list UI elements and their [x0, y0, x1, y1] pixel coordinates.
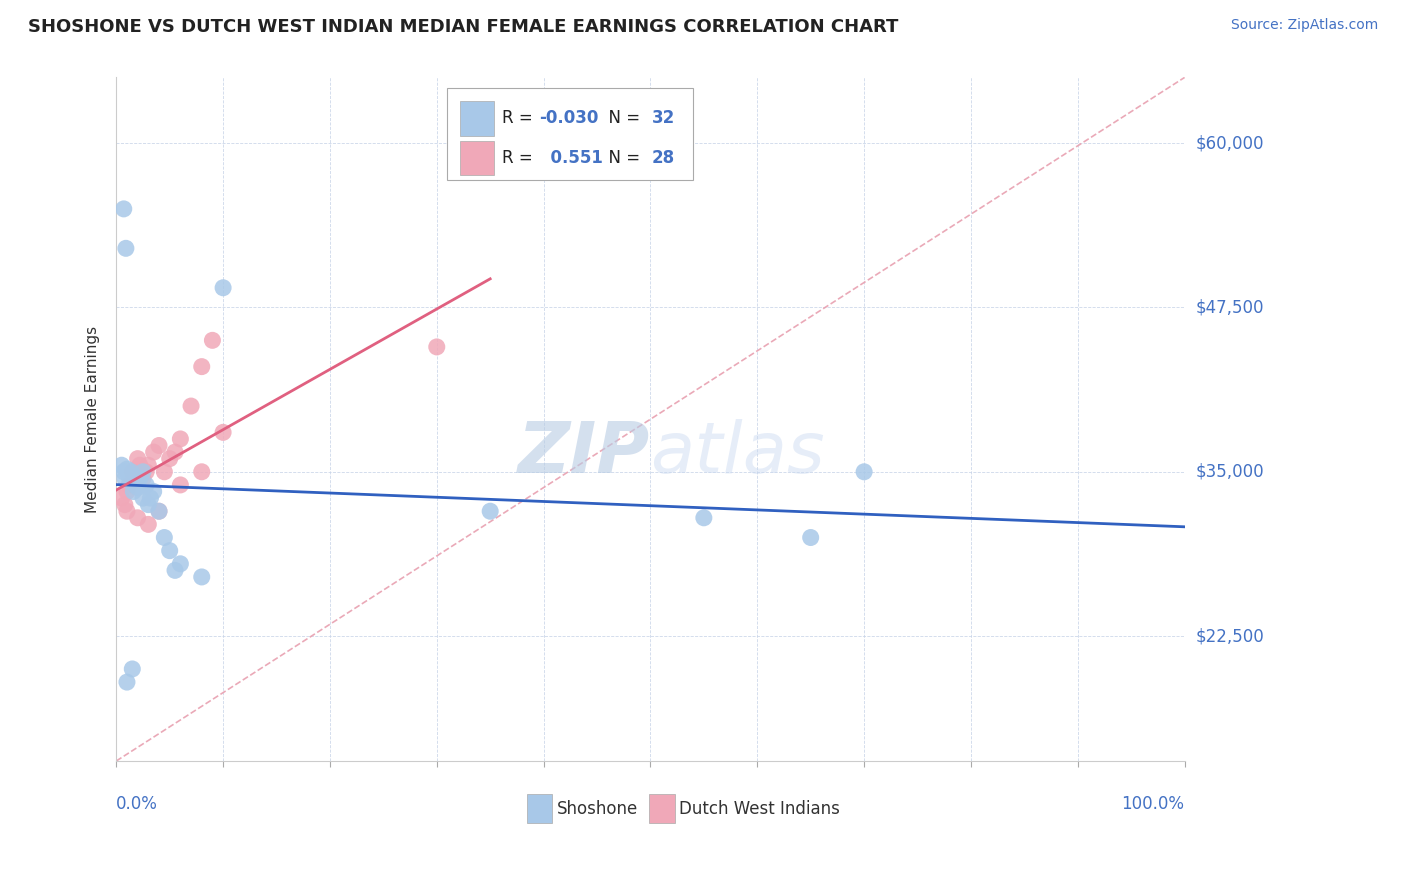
Point: [135, 465, 157, 479]
Text: $60,000: $60,000: [1195, 134, 1264, 153]
Point: [127, 475, 149, 490]
Point: [148, 504, 170, 518]
Point: [110, 458, 132, 473]
Point: [169, 557, 191, 571]
Text: Shoshone: Shoshone: [557, 800, 638, 818]
Point: [148, 438, 170, 452]
Point: [114, 471, 136, 485]
Point: [112, 202, 135, 216]
Point: [112, 465, 135, 479]
Point: [127, 451, 149, 466]
Point: [136, 498, 159, 512]
FancyBboxPatch shape: [650, 795, 675, 823]
Point: [120, 465, 142, 479]
Point: [169, 478, 191, 492]
Point: [127, 510, 149, 524]
Point: [201, 334, 224, 348]
Point: [169, 432, 191, 446]
Point: [190, 570, 212, 584]
Point: [479, 504, 502, 518]
Text: Dutch West Indians: Dutch West Indians: [679, 800, 841, 818]
Point: [132, 471, 155, 485]
Point: [139, 491, 162, 505]
FancyBboxPatch shape: [460, 102, 495, 136]
Point: [132, 465, 155, 479]
Point: [153, 531, 176, 545]
Y-axis label: Median Female Earnings: Median Female Earnings: [86, 326, 100, 513]
Point: [121, 465, 143, 479]
Point: [180, 399, 202, 413]
Text: $22,500: $22,500: [1195, 627, 1264, 645]
Point: [212, 425, 235, 440]
Point: [190, 359, 212, 374]
Point: [159, 451, 181, 466]
Text: atlas: atlas: [651, 419, 825, 488]
Text: -0.030: -0.030: [540, 110, 599, 128]
Point: [693, 510, 716, 524]
Point: [115, 462, 138, 476]
Point: [115, 504, 138, 518]
Text: 28: 28: [651, 149, 675, 167]
FancyBboxPatch shape: [447, 87, 693, 180]
Point: [128, 458, 150, 473]
Text: R =: R =: [502, 149, 538, 167]
Text: ZIP: ZIP: [519, 419, 651, 488]
Point: [115, 484, 138, 499]
Point: [142, 445, 165, 459]
Point: [853, 465, 876, 479]
Point: [163, 445, 186, 459]
Text: 100.0%: 100.0%: [1122, 795, 1185, 814]
Point: [132, 491, 155, 505]
Point: [136, 458, 159, 473]
Point: [124, 471, 146, 485]
Point: [163, 563, 186, 577]
Point: [114, 498, 136, 512]
Text: N =: N =: [598, 110, 645, 128]
Point: [190, 465, 212, 479]
Text: 0.0%: 0.0%: [117, 795, 157, 814]
Point: [127, 481, 149, 495]
Point: [121, 662, 143, 676]
Point: [120, 474, 142, 488]
Point: [212, 281, 235, 295]
Point: [128, 471, 150, 485]
Point: [148, 504, 170, 518]
Point: [122, 484, 145, 499]
Text: Source: ZipAtlas.com: Source: ZipAtlas.com: [1230, 18, 1378, 32]
Point: [115, 241, 138, 255]
Point: [135, 478, 157, 492]
Point: [136, 517, 159, 532]
Point: [110, 491, 132, 505]
Text: $35,000: $35,000: [1195, 463, 1264, 481]
Point: [142, 484, 165, 499]
Point: [118, 467, 141, 482]
Text: N =: N =: [598, 149, 645, 167]
Text: $47,500: $47,500: [1195, 299, 1264, 317]
Text: R =: R =: [502, 110, 538, 128]
Point: [153, 465, 176, 479]
Text: SHOSHONE VS DUTCH WEST INDIAN MEDIAN FEMALE EARNINGS CORRELATION CHART: SHOSHONE VS DUTCH WEST INDIAN MEDIAN FEM…: [28, 18, 898, 36]
Point: [115, 675, 138, 690]
Point: [124, 478, 146, 492]
Text: 32: 32: [651, 110, 675, 128]
FancyBboxPatch shape: [460, 141, 495, 175]
FancyBboxPatch shape: [526, 795, 553, 823]
Point: [800, 531, 823, 545]
Point: [118, 478, 141, 492]
Point: [121, 468, 143, 483]
Text: 0.551: 0.551: [540, 149, 603, 167]
Point: [159, 543, 181, 558]
Point: [426, 340, 449, 354]
